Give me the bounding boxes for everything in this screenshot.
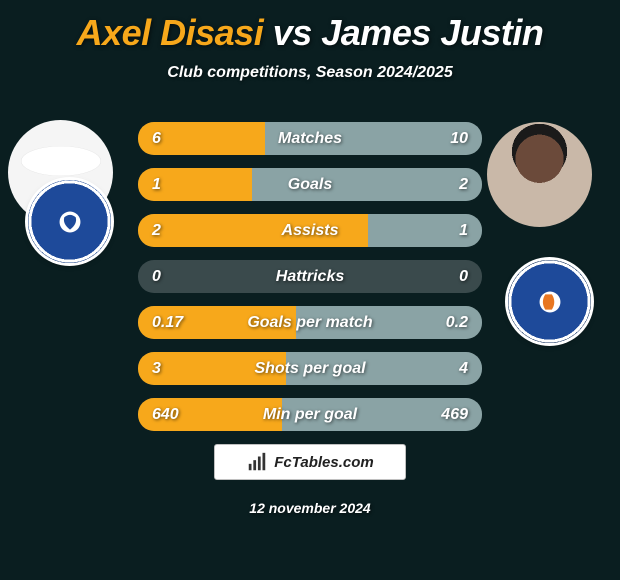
stat-value-left: 2	[152, 222, 161, 240]
stat-label: Shots per goal	[254, 360, 365, 378]
bar-right	[252, 168, 482, 201]
vs-text: vs	[263, 12, 321, 53]
stat-value-left: 1	[152, 176, 161, 194]
player2-avatar	[487, 122, 592, 227]
stat-row: 0 0 Hattricks	[138, 260, 482, 293]
stat-label: Min per goal	[263, 406, 357, 424]
stat-value-right: 2	[459, 176, 468, 194]
stats-container: 6 10 Matches 1 2 Goals 2 1 Assists 0 0 Hattricks 0.1…	[138, 122, 482, 444]
stat-label: Hattricks	[276, 268, 344, 286]
club-crest-icon	[531, 283, 569, 321]
stat-row: 640 469 Min per goal	[138, 398, 482, 431]
stat-value-right: 0.2	[446, 314, 468, 332]
stat-row: 3 4 Shots per goal	[138, 352, 482, 385]
stat-value-left: 0	[152, 268, 161, 286]
stat-value-left: 6	[152, 130, 161, 148]
stat-row: 1 2 Goals	[138, 168, 482, 201]
chart-icon	[246, 451, 268, 473]
stat-value-right: 469	[441, 406, 468, 424]
player1-club-badge	[28, 180, 111, 263]
club-crest-icon	[51, 203, 89, 241]
source-badge: FcTables.com	[214, 444, 406, 480]
stat-row: 6 10 Matches	[138, 122, 482, 155]
player2-name: James Justin	[321, 12, 543, 53]
stat-value-right: 1	[459, 222, 468, 240]
stat-label: Assists	[282, 222, 339, 240]
player1-name: Axel Disasi	[77, 12, 264, 53]
player2-club-badge	[508, 260, 591, 343]
stat-value-right: 10	[450, 130, 468, 148]
stat-value-right: 0	[459, 268, 468, 286]
source-text: FcTables.com	[274, 454, 373, 471]
stat-label: Matches	[278, 130, 342, 148]
subtitle: Club competitions, Season 2024/2025	[0, 64, 620, 82]
stat-value-left: 3	[152, 360, 161, 378]
stat-row: 2 1 Assists	[138, 214, 482, 247]
date-text: 12 november 2024	[249, 500, 370, 516]
stat-value-left: 640	[152, 406, 179, 424]
stat-label: Goals	[288, 176, 332, 194]
stat-value-right: 4	[459, 360, 468, 378]
stat-label: Goals per match	[247, 314, 372, 332]
stat-row: 0.17 0.2 Goals per match	[138, 306, 482, 339]
stat-value-left: 0.17	[152, 314, 183, 332]
comparison-title: Axel Disasi vs James Justin	[0, 0, 620, 54]
